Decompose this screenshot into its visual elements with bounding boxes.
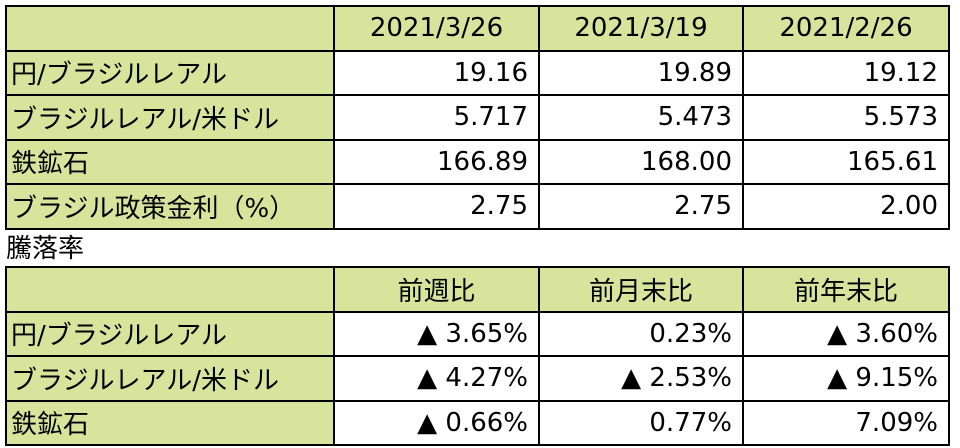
header-row: 前週比 前月末比 前年末比 <box>5 266 950 313</box>
row-label: 円/ブラジルレアル <box>5 310 335 357</box>
cell: ▲ 9.15% <box>742 355 950 402</box>
row-label: 鉄鉱石 <box>5 138 335 185</box>
row: ブラジルレアル/米ドル ▲ 4.27% ▲ 2.53% ▲ 9.15% <box>5 355 950 402</box>
cell: 168.00 <box>538 138 744 185</box>
row: 鉄鉱石 166.89 168.00 165.61 <box>5 138 950 185</box>
cell: ▲ 3.65% <box>333 310 540 357</box>
cell: 0.23% <box>538 310 744 357</box>
cell: 166.89 <box>333 138 540 185</box>
header-cell: 2021/3/19 <box>538 5 744 52</box>
cell: 5.717 <box>333 94 540 141</box>
row: 円/ブラジルレアル 19.16 19.89 19.12 <box>5 49 950 96</box>
header-cell: 前年末比 <box>742 266 950 313</box>
cell: 5.573 <box>742 94 950 141</box>
header-cell: 前月末比 <box>538 266 744 313</box>
corner-cell <box>5 266 335 313</box>
cell: ▲ 0.66% <box>333 399 540 446</box>
section-label: 騰落率 <box>6 234 85 264</box>
cell: ▲ 4.27% <box>333 355 540 402</box>
cell: ▲ 2.53% <box>538 355 744 402</box>
cell: 19.89 <box>538 49 744 96</box>
cell: 7.09% <box>742 399 950 446</box>
cell: 5.473 <box>538 94 744 141</box>
corner-cell <box>5 5 335 52</box>
row-label: 円/ブラジルレアル <box>5 49 335 96</box>
row-label: ブラジルレアル/米ドル <box>5 94 335 141</box>
header-cell: 2021/3/26 <box>333 5 540 52</box>
header-cell: 前週比 <box>333 266 540 313</box>
cell: 2.00 <box>742 183 950 230</box>
cell: 165.61 <box>742 138 950 185</box>
row-label: 鉄鉱石 <box>5 399 335 446</box>
table: 前週比 前月末比 前年末比 円/ブラジルレアル ▲ 3.65% 0.23% ▲ 3.60% ブ… <box>5 266 950 446</box>
row-label: ブラジル政策金利（%） <box>5 183 335 230</box>
table: 2021/3/26 2021/3/19 2021/2/26 円/ブラジルレアル 19.1… <box>5 5 950 230</box>
cell: ▲ 3.60% <box>742 310 950 357</box>
cell: 2.75 <box>538 183 744 230</box>
row: ブラジル政策金利（%） 2.75 2.75 2.00 <box>5 183 950 230</box>
header-cell: 2021/2/26 <box>742 5 950 52</box>
header-row: 2021/3/26 2021/3/19 2021/2/26 <box>5 5 950 52</box>
row: 円/ブラジルレアル ▲ 3.65% 0.23% ▲ 3.60% <box>5 310 950 357</box>
row: ブラジルレアル/米ドル 5.717 5.473 5.573 <box>5 94 950 141</box>
cell: 2.75 <box>333 183 540 230</box>
cell: 19.16 <box>333 49 540 96</box>
cell: 19.12 <box>742 49 950 96</box>
row-label: ブラジルレアル/米ドル <box>5 355 335 402</box>
cell: 0.77% <box>538 399 744 446</box>
row: 鉄鉱石 ▲ 0.66% 0.77% 7.09% <box>5 399 950 446</box>
